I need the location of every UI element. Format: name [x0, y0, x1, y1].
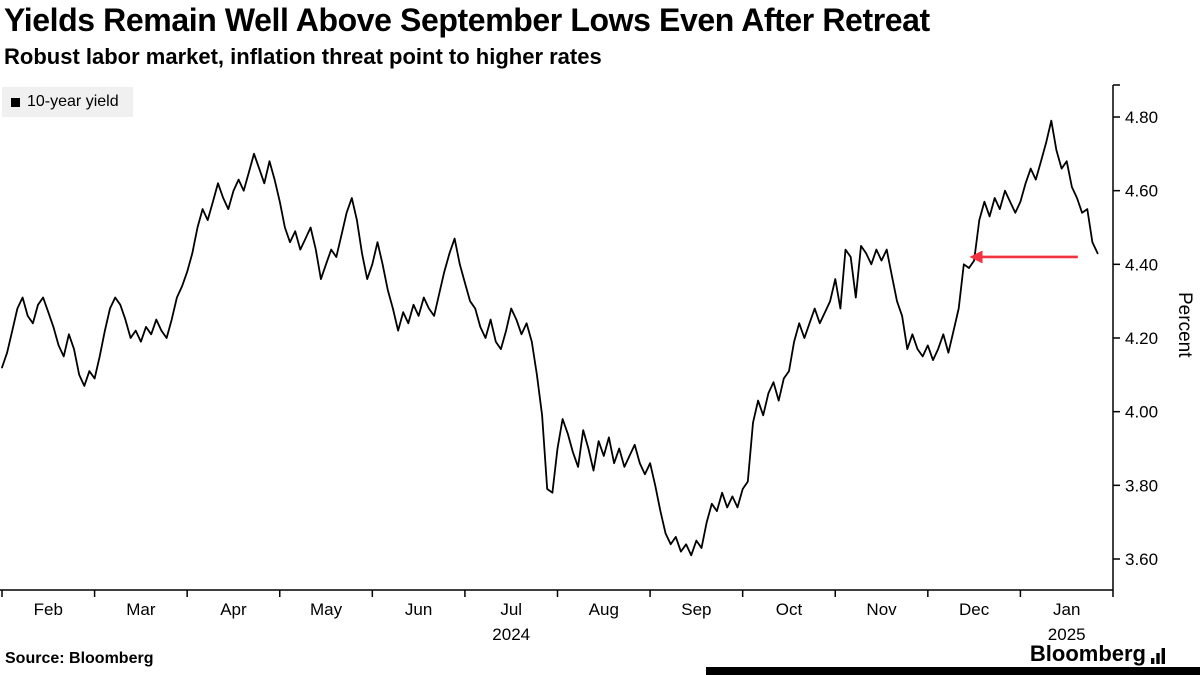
- bottom-accent-bar: [706, 667, 1200, 675]
- y-tick-label: 4.60: [1125, 182, 1158, 201]
- retreat-arrow-head: [969, 250, 983, 264]
- y-axis-title: Percent: [1174, 292, 1195, 358]
- month-label: Jun: [405, 600, 432, 619]
- y-tick-label: 3.80: [1125, 476, 1158, 495]
- legend-label: 10-year yield: [27, 93, 119, 110]
- source-text: Source: Bloomberg: [5, 650, 154, 667]
- yield-line: [1, 119, 1099, 557]
- month-label: Feb: [34, 600, 63, 619]
- legend-swatch-icon: [11, 97, 20, 107]
- chart-title: Yields Remain Well Above September Lows …: [4, 2, 930, 38]
- month-label: Nov: [866, 600, 897, 619]
- month-label: Dec: [959, 600, 990, 619]
- bloomberg-logo-text: Bloomberg: [1029, 641, 1146, 666]
- month-label: May: [310, 600, 343, 619]
- year-label: 2025: [1048, 625, 1086, 644]
- month-label: Apr: [220, 600, 247, 619]
- y-tick-label: 4.00: [1125, 403, 1158, 422]
- y-tick-label: 4.20: [1125, 329, 1158, 348]
- month-label: Oct: [776, 600, 803, 619]
- year-label: 2024: [492, 625, 530, 644]
- month-label: Aug: [589, 600, 619, 619]
- month-label: Mar: [126, 600, 156, 619]
- y-tick-label: 3.60: [1125, 550, 1158, 569]
- chart-subtitle: Robust labor market, inflation threat po…: [4, 44, 602, 69]
- month-label: Jul: [500, 600, 522, 619]
- y-tick-label: 4.40: [1125, 255, 1158, 274]
- bloomberg-logo: Bloomberg: [1030, 641, 1165, 667]
- month-label: Jan: [1053, 600, 1080, 619]
- legend: 10-year yield: [2, 87, 133, 117]
- bloomberg-chart-icon: [1151, 648, 1165, 664]
- y-tick-label: 4.80: [1125, 108, 1158, 127]
- month-label: Sep: [681, 600, 711, 619]
